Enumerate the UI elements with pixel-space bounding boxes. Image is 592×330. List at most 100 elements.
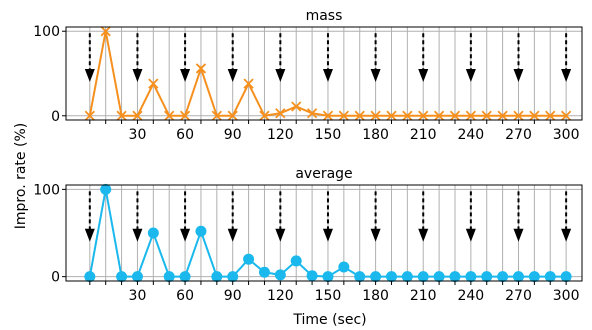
arrow-head: [322, 228, 333, 242]
data-point: [529, 110, 540, 121]
data-point-stroke: [243, 78, 254, 89]
data-point: [84, 271, 96, 283]
data-point-stroke: [132, 110, 143, 121]
data-point: [164, 110, 175, 121]
data-point: [179, 110, 191, 121]
arrow-head: [561, 68, 572, 82]
data-point: [528, 271, 540, 283]
data-point-stroke: [560, 110, 572, 121]
x-tick-label: 30: [129, 127, 147, 143]
x-tick-label: 270: [505, 288, 532, 304]
data-point-stroke: [402, 110, 413, 121]
data-point-stroke: [291, 101, 302, 112]
data-point: [418, 110, 429, 121]
x-tick-label: 240: [457, 288, 484, 304]
x-tick-label: 150: [315, 127, 342, 143]
data-point-stroke: [211, 110, 222, 121]
data-point: [544, 271, 556, 283]
data-point-stroke: [449, 110, 461, 121]
data-point: [338, 110, 349, 121]
chart-panel-average: average 0 100 30 60 90 120 150 180 210 240 270 300: [33, 166, 583, 304]
data-point-stroke: [227, 110, 238, 121]
arrow-head: [227, 228, 238, 242]
data-point: [306, 108, 318, 119]
data-point: [275, 108, 286, 119]
x-tick-label: 270: [505, 127, 532, 143]
arrow-head: [227, 68, 238, 82]
data-point-stroke: [465, 110, 476, 121]
data-point: [258, 266, 270, 278]
arrow-head: [275, 68, 286, 82]
data-point: [147, 227, 159, 239]
data-point: [291, 101, 302, 112]
y-tick-label: 100: [33, 24, 60, 40]
arrow-head: [180, 68, 191, 82]
y-axis-label: Impro. rate (%): [13, 123, 29, 229]
data-point: [243, 78, 254, 89]
data-point: [306, 270, 318, 282]
data-point-stroke: [354, 110, 365, 121]
data-point-stroke: [275, 108, 286, 119]
data-point: [100, 183, 112, 195]
data-point: [227, 271, 239, 283]
data-point-stroke: [481, 110, 492, 121]
arrow-head: [275, 228, 286, 242]
data-point: [131, 271, 143, 283]
chart-title: average: [295, 166, 352, 182]
arrow-head: [370, 228, 381, 242]
data-point: [465, 110, 476, 121]
data-point: [370, 271, 382, 283]
data-point: [449, 271, 461, 283]
arrow-head: [418, 228, 429, 242]
arrow-head: [465, 68, 476, 82]
chart-panel-mass: mass 0 100 30 60 90 120 150 180 210 240 270 300: [33, 8, 583, 143]
data-point: [385, 271, 397, 283]
x-tick-label: 90: [224, 288, 242, 304]
data-point: [560, 110, 572, 121]
data-point-stroke: [259, 110, 270, 121]
data-point: [465, 271, 477, 283]
data-point: [417, 271, 429, 283]
data-point: [338, 261, 350, 273]
x-tick-label: 300: [553, 288, 580, 304]
x-tick-label: 60: [176, 288, 194, 304]
data-point: [116, 271, 128, 283]
data-point-stroke: [84, 110, 95, 121]
data-point: [433, 271, 445, 283]
data-point: [116, 110, 127, 121]
data-point: [354, 271, 366, 283]
data-point-stroke: [195, 63, 207, 74]
arrow-head: [322, 68, 333, 82]
data-point-stroke: [433, 110, 445, 121]
data-point: [497, 271, 509, 283]
chart-title: mass: [306, 8, 343, 24]
x-tick-label: 210: [410, 127, 437, 143]
data-point: [274, 269, 286, 281]
arrow-head: [180, 228, 191, 242]
data-point: [148, 78, 159, 89]
data-point: [195, 225, 207, 237]
data-point-stroke: [179, 110, 191, 121]
data-point-stroke: [529, 110, 540, 121]
x-tick-label: 300: [553, 127, 580, 143]
x-tick-label: 30: [129, 288, 147, 304]
data-point: [449, 110, 461, 121]
data-point: [211, 110, 222, 121]
data-point: [132, 110, 143, 121]
data-point: [512, 271, 524, 283]
arrow-head: [84, 228, 95, 242]
x-tick-label: 180: [362, 288, 389, 304]
arrow-head: [370, 68, 381, 82]
y-tick-label: 100: [33, 182, 60, 198]
data-point: [211, 271, 223, 283]
x-axis-label: Time (sec): [292, 312, 366, 328]
data-point: [354, 110, 365, 121]
data-point-stroke: [418, 110, 429, 121]
data-point: [370, 110, 381, 121]
arrow-head: [132, 68, 143, 82]
data-point: [195, 63, 207, 74]
arrow-head: [132, 228, 143, 242]
data-point-stroke: [116, 110, 127, 121]
data-point: [401, 271, 413, 283]
data-point: [227, 110, 238, 121]
